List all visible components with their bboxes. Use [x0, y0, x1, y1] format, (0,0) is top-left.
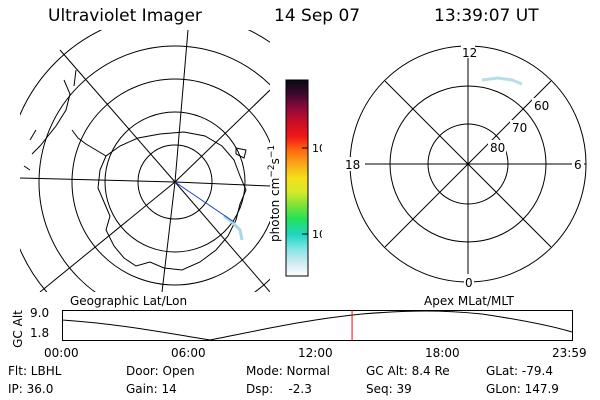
auroral-emission [481, 76, 523, 86]
status-gc-alt: GC Alt: 8.4 Re [366, 364, 450, 378]
meridian-line [39, 181, 176, 292]
geographic-panel-label: Geographic Lat/Lon [70, 294, 188, 308]
date-label: 14 Sep 07 [274, 6, 361, 26]
time-label: 13:39:07 UT [434, 6, 539, 26]
status-seq: Seq: 39 [366, 382, 412, 396]
x-tick-12: 12:00 [298, 346, 333, 360]
x-tick-18: 18:00 [425, 346, 460, 360]
lat-circle [20, 30, 270, 292]
colorbar-tick-label-10: 10 [312, 228, 322, 241]
island-coastline [235, 147, 247, 159]
status-door: Door: Open [126, 364, 195, 378]
label-bg [532, 98, 550, 112]
mlt-label-12: 12 [462, 46, 477, 60]
colorbar-gradient [285, 79, 309, 277]
label-bg [488, 140, 506, 154]
peninsula-coastline [71, 129, 107, 157]
antarctica-coastline [97, 131, 247, 271]
south-america-coastline [29, 69, 77, 155]
island-coastline [23, 165, 31, 171]
mlt-line-diagonal [384, 80, 552, 248]
altitude-axis-label: GC Alt [11, 310, 25, 348]
meridian-line [174, 89, 270, 183]
lat-circle [71, 78, 270, 286]
page-title: Ultraviolet Imager [48, 6, 202, 26]
colorbar: 100 10 photon cm−2s−1 [267, 79, 322, 277]
x-tick-2359: 23:59 [552, 346, 587, 360]
lat-circle [137, 144, 213, 220]
geographic-map [20, 30, 270, 292]
status-filter: Flt: LBHL [8, 364, 62, 378]
meridian-line [174, 181, 270, 187]
meridian-line [174, 30, 189, 183]
meridian-line [174, 181, 270, 292]
altitude-tick-bottom: 1.8 [30, 326, 50, 340]
lat-circle [104, 111, 246, 253]
label-bg [572, 157, 584, 171]
mlat-label-60: 60 [534, 99, 549, 113]
meridian-line [20, 177, 176, 183]
label-bg [510, 120, 528, 134]
status-glon: GLon: 147.9 [486, 382, 559, 396]
altitude-plot-frame [62, 310, 573, 341]
label-bg [464, 274, 474, 288]
mlt-label-18: 18 [345, 158, 360, 172]
x-tick-00: 00:00 [44, 346, 79, 360]
colorbar-tick-label-100: 100 [312, 142, 322, 155]
mlat-label-80: 80 [490, 141, 505, 155]
apex-mlat-mlt-map: 12 18 6 0 60 70 80 [343, 44, 587, 290]
status-mode: Mode: Normal [246, 364, 330, 378]
meridian-line [59, 49, 176, 183]
status-dsp: Dsp: -2.3 [246, 382, 312, 396]
apex-panel-label: Apex MLat/MLT [424, 294, 514, 308]
meridian-line [161, 181, 176, 292]
label-bg [343, 157, 365, 171]
altitude-tick-top: 9.0 [30, 306, 50, 320]
status-ip: IP: 36.0 [8, 382, 54, 396]
altitude-curve [62, 310, 573, 341]
mlt-label-0: 0 [465, 276, 473, 290]
x-tick-06: 06:00 [171, 346, 206, 360]
label-bg [461, 44, 475, 58]
altitude-plot [62, 310, 573, 341]
mlat-label-70: 70 [512, 121, 527, 135]
colorbar-unit-label: photon cm−2s−1 [267, 145, 282, 242]
mlt-label-6: 6 [574, 158, 582, 172]
auroral-emission [223, 214, 244, 241]
status-gain: Gain: 14 [126, 382, 177, 396]
lat-circle [38, 45, 270, 292]
status-glat: GLat: -79.4 [486, 364, 553, 378]
satellite-track [174, 181, 235, 223]
